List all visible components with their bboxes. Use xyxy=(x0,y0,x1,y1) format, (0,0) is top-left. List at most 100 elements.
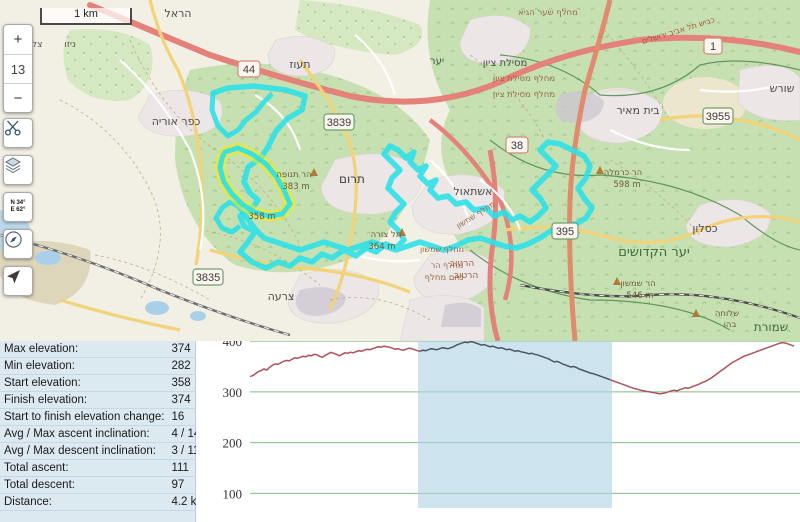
statistics-row: Max elevation: 374 xyxy=(0,341,209,358)
map-label: תרום xyxy=(339,172,365,186)
map-label: הר שמשון xyxy=(620,279,656,289)
road-shield: 1 xyxy=(703,37,723,55)
scissors-icon-button[interactable] xyxy=(3,118,33,148)
chart-y-tick-label: 300 xyxy=(223,385,243,400)
map-label: 364 m xyxy=(368,242,395,252)
chart-y-tick-label: 200 xyxy=(223,436,243,451)
map-label: תעוז xyxy=(290,58,311,71)
chart-selection-band[interactable] xyxy=(418,341,612,508)
map-label: מסילת ציון xyxy=(483,58,528,69)
svg-text:3835: 3835 xyxy=(196,272,220,284)
statistics-row: Total ascent: 111 xyxy=(0,459,209,477)
statistics-row: Avg / Max descent inclination: 3 / 11° xyxy=(0,442,209,460)
road-shield: 3955 xyxy=(702,107,734,125)
map-label: 598 m xyxy=(613,180,640,190)
locate-arrow-icon-button[interactable] xyxy=(3,266,33,296)
map-label: הראל xyxy=(164,7,191,20)
map-label: בהו xyxy=(724,320,737,330)
svg-text:44: 44 xyxy=(243,64,255,76)
map-label: שמורת xyxy=(754,320,789,334)
coordinates-latitude: N 34° xyxy=(10,200,26,206)
map-canvas[interactable]: הראלניזוצלפוןתעוזכפר אוריהתרוםאשתאולצרעה… xyxy=(0,0,800,341)
compass-icon xyxy=(5,231,22,248)
svg-text:38: 38 xyxy=(511,140,523,152)
elevation-chart-svg[interactable]: 100 200 300 400 xyxy=(196,341,800,522)
coordinates-longitude: E 62° xyxy=(10,207,26,213)
statistics-table: Max elevation: 374 Min elevation: 282 Start … xyxy=(0,341,209,511)
statistics-label: Max elevation: xyxy=(0,341,168,358)
map-label: כסלון xyxy=(692,222,717,235)
map-label: שורש xyxy=(770,82,795,95)
statistics-row: Avg / Max ascent inclination: 4 / 14° xyxy=(0,425,209,443)
layers-icon xyxy=(4,157,22,174)
statistics-row: Distance: 4.2 km xyxy=(0,493,209,511)
map-label: שלוחה xyxy=(715,309,739,319)
statistics-label: Start to finish elevation change: xyxy=(0,408,168,426)
statistics-row: Finish elevation: 374 xyxy=(0,391,209,409)
map-label: נחם מחלף xyxy=(425,273,464,283)
scissors-icon xyxy=(4,120,21,136)
statistics-row: Min elevation: 282 xyxy=(0,357,209,375)
statistics-label: Min elevation: xyxy=(0,357,168,375)
map-label: הרטוב xyxy=(450,259,475,269)
map-label: הרטוב xyxy=(454,271,479,281)
map-label: יער הקדושים xyxy=(618,245,690,260)
statistics-label: Finish elevation: xyxy=(0,391,168,409)
map-label: מחלף מסילת ציון xyxy=(493,90,555,100)
route-statistics-panel: Max elevation: 374 Min elevation: 282 Start … xyxy=(0,341,209,522)
road-shield: 3839 xyxy=(323,113,355,131)
locate-arrow-icon xyxy=(7,270,20,284)
coordinates-button[interactable]: N 34° E 62° xyxy=(3,192,33,222)
statistics-row: Start elevation: 358 xyxy=(0,374,209,392)
chart-y-axis-labels: 100 200 300 400 xyxy=(223,341,243,501)
road-shield: 3835 xyxy=(192,268,224,286)
map-label: הר תנופה xyxy=(276,170,311,180)
map-label: צרעה xyxy=(268,290,295,303)
map-render: הראלניזוצלפוןתעוזכפר אוריהתרוםאשתאולצרעה… xyxy=(0,0,800,341)
map-label: 383 m xyxy=(282,182,309,192)
chart-y-tick-label: 400 xyxy=(223,341,243,349)
map-label: מחלף שער הגיא xyxy=(518,8,578,18)
map-label: 546 m xyxy=(626,291,653,301)
map-label: אשתאול xyxy=(454,185,493,198)
chart-y-tick-label: 100 xyxy=(223,486,243,501)
compass-icon-button[interactable] xyxy=(3,229,33,259)
road-shield: 395 xyxy=(551,222,579,240)
svg-text:3955: 3955 xyxy=(706,111,730,123)
layers-icon-button[interactable] xyxy=(3,155,33,185)
elevation-profile-line xyxy=(249,341,795,395)
map-scale-bar: 1 km xyxy=(40,8,132,25)
zoom-level-label: 13 xyxy=(4,54,32,83)
statistics-label: Avg / Max descent inclination: xyxy=(0,442,168,460)
elevation-profile-chart[interactable]: 100 200 300 400 xyxy=(196,341,800,522)
gps-track xyxy=(210,83,595,271)
map-label: 358 m xyxy=(248,212,275,222)
svg-text:395: 395 xyxy=(556,226,574,238)
road-shield: 38 xyxy=(505,136,529,154)
map-label: מחלף שמשון xyxy=(420,245,464,254)
map-label: הר כרמלה xyxy=(604,168,643,178)
road-shield: 44 xyxy=(237,60,261,78)
scale-bar-label: 1 km xyxy=(74,8,98,20)
elevation-profile-line-selected xyxy=(419,341,611,381)
statistics-label: Distance: xyxy=(0,493,168,511)
statistics-label: Total ascent: xyxy=(0,459,168,477)
bottom-panel: Max elevation: 374 Min elevation: 282 Start … xyxy=(0,341,800,522)
zoom-out-button[interactable]: − xyxy=(4,83,32,112)
statistics-label: Avg / Max ascent inclination: xyxy=(0,425,168,443)
map-label: תל צורה xyxy=(371,230,402,240)
statistics-row: Start to finish elevation change: 16 xyxy=(0,408,209,426)
statistics-label: Start elevation: xyxy=(0,374,168,392)
zoom-in-button[interactable]: + xyxy=(13,31,23,48)
map-label: כפר אוריה xyxy=(152,115,201,128)
map-label: ניזו xyxy=(64,40,75,50)
map-label: יער xyxy=(430,56,444,67)
map-road-shields: 44 3839 3835 1 38 3955 395 xyxy=(192,37,734,286)
svg-text:1: 1 xyxy=(710,41,716,53)
statistics-label: Total descent: xyxy=(0,476,168,494)
svg-text:3839: 3839 xyxy=(327,117,351,129)
map-label: מחלף מסילת ציון xyxy=(493,74,555,84)
zoom-control[interactable]: + 13 − xyxy=(3,24,33,113)
map-label: בית מאיר xyxy=(616,104,659,117)
